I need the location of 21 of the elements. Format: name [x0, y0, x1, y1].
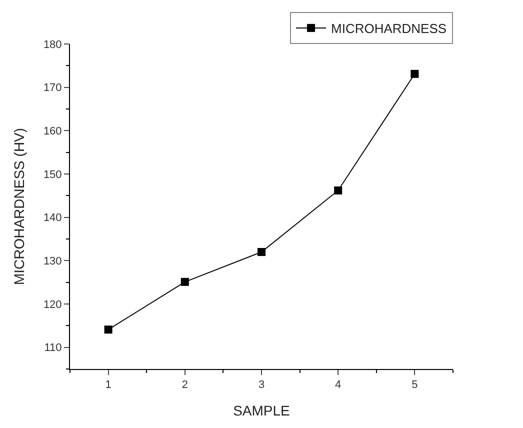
- x-tick-label: 5: [412, 379, 418, 392]
- point: [410, 70, 419, 78]
- y-tick-label: 170: [43, 82, 62, 94]
- y-tick-label: 130: [43, 256, 62, 268]
- x-tick-label: 3: [258, 379, 265, 392]
- y-tick-label: 120: [43, 298, 62, 311]
- point: [258, 248, 266, 256]
- point: [104, 326, 112, 334]
- x-tick-label: 4: [335, 379, 342, 392]
- y-axis-title: MICROHARDNESS (HV): [11, 128, 28, 286]
- y-tick-label: 110: [44, 342, 62, 354]
- point: [180, 278, 189, 286]
- y-tick-label: 140: [43, 212, 62, 224]
- legend-label: MICROHARDNESS: [331, 21, 447, 36]
- y-tick-label: 180: [43, 38, 62, 51]
- x-tick-label: 2: [182, 379, 188, 392]
- x-tick-label: 1: [105, 379, 112, 392]
- point: [334, 186, 342, 194]
- y-tick-label: 150: [43, 168, 62, 181]
- y-tick-label: 160: [43, 126, 62, 138]
- x-axis-title: SAMPLE: [233, 402, 290, 418]
